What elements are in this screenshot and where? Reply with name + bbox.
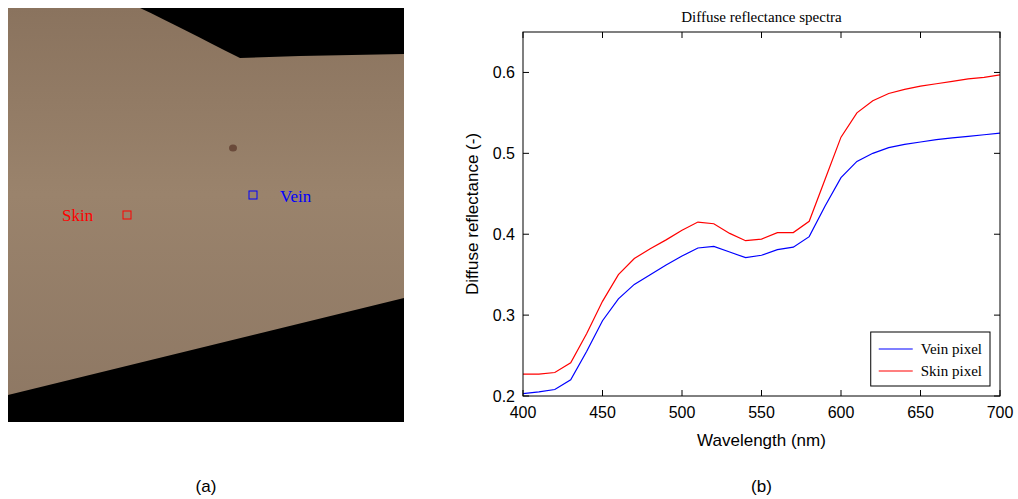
x-tick-top — [761, 32, 762, 38]
y-tick — [523, 234, 529, 235]
x-axis-title: Wavelength (nm) — [697, 431, 826, 450]
x-tick — [841, 390, 842, 396]
x-tick — [1000, 390, 1001, 396]
x-tick-label: 400 — [510, 404, 537, 421]
x-tick-top — [682, 32, 683, 38]
skin-area — [8, 8, 404, 422]
y-tick — [523, 315, 529, 316]
roi-label: Vein — [280, 187, 312, 206]
chart: 400 450 500 550 600 650 700 0.2 0.3 0.4 0.5 0.6 Diff… — [463, 9, 1013, 450]
x-tick-top — [523, 32, 524, 38]
mole — [229, 145, 237, 152]
x-tick — [682, 390, 683, 396]
legend-swatch — [879, 348, 913, 349]
background-top — [140, 8, 404, 58]
y-tick-label: 0.2 — [493, 388, 515, 405]
background-bottom — [8, 298, 404, 422]
y-tick-right — [994, 234, 1000, 235]
y-tick — [523, 396, 529, 397]
series-group — [523, 75, 1000, 394]
y-tick-right — [994, 72, 1000, 73]
y-tick-right — [994, 315, 1000, 316]
y-tick-right — [994, 153, 1000, 154]
legend-box — [871, 332, 990, 386]
x-tick-label: 600 — [828, 404, 855, 421]
x-tick-top — [602, 32, 603, 38]
x-tick — [761, 390, 762, 396]
legend-label: Vein pixel — [921, 341, 982, 357]
roi-marker — [123, 211, 131, 219]
series-line — [523, 133, 1000, 393]
figure: Skin Vein (a) 400 450 500 550 600 650 700 0.2 0.3 0.… — [0, 0, 1018, 499]
legend-label: Skin pixel — [921, 363, 982, 379]
x-tick-label: 550 — [748, 404, 775, 421]
legend-swatch — [879, 370, 913, 371]
chart-title: Diffuse reflectance spectra — [681, 9, 842, 25]
x-tick — [602, 390, 603, 396]
y-tick-label: 0.6 — [493, 64, 515, 81]
panel-label: (b) — [751, 477, 772, 496]
y-tick-label: 0.3 — [493, 307, 515, 324]
y-tick-label: 0.4 — [493, 226, 515, 243]
x-tick-label: 650 — [907, 404, 934, 421]
x-tick-label: 450 — [589, 404, 616, 421]
plot-background — [523, 32, 1000, 396]
roi-marker — [249, 191, 257, 199]
panel-label: (a) — [196, 477, 217, 496]
y-tick — [523, 153, 529, 154]
x-tick-label: 700 — [987, 404, 1014, 421]
x-tick — [920, 390, 921, 396]
y-tick — [523, 72, 529, 73]
photo — [8, 8, 404, 422]
x-tick — [523, 390, 524, 396]
x-tick-top — [1000, 32, 1001, 38]
y-tick-label: 0.5 — [493, 145, 515, 162]
legend: Vein pixel Skin pixel — [871, 332, 990, 386]
roi-label: Skin — [62, 206, 94, 225]
x-tick-top — [920, 32, 921, 38]
plot-frame — [523, 32, 1000, 396]
y-axis-title: Diffuse reflectance (-) — [463, 133, 482, 295]
series-line — [523, 75, 1000, 374]
y-tick-right — [994, 396, 1000, 397]
x-tick-label: 500 — [669, 404, 696, 421]
x-tick-top — [841, 32, 842, 38]
